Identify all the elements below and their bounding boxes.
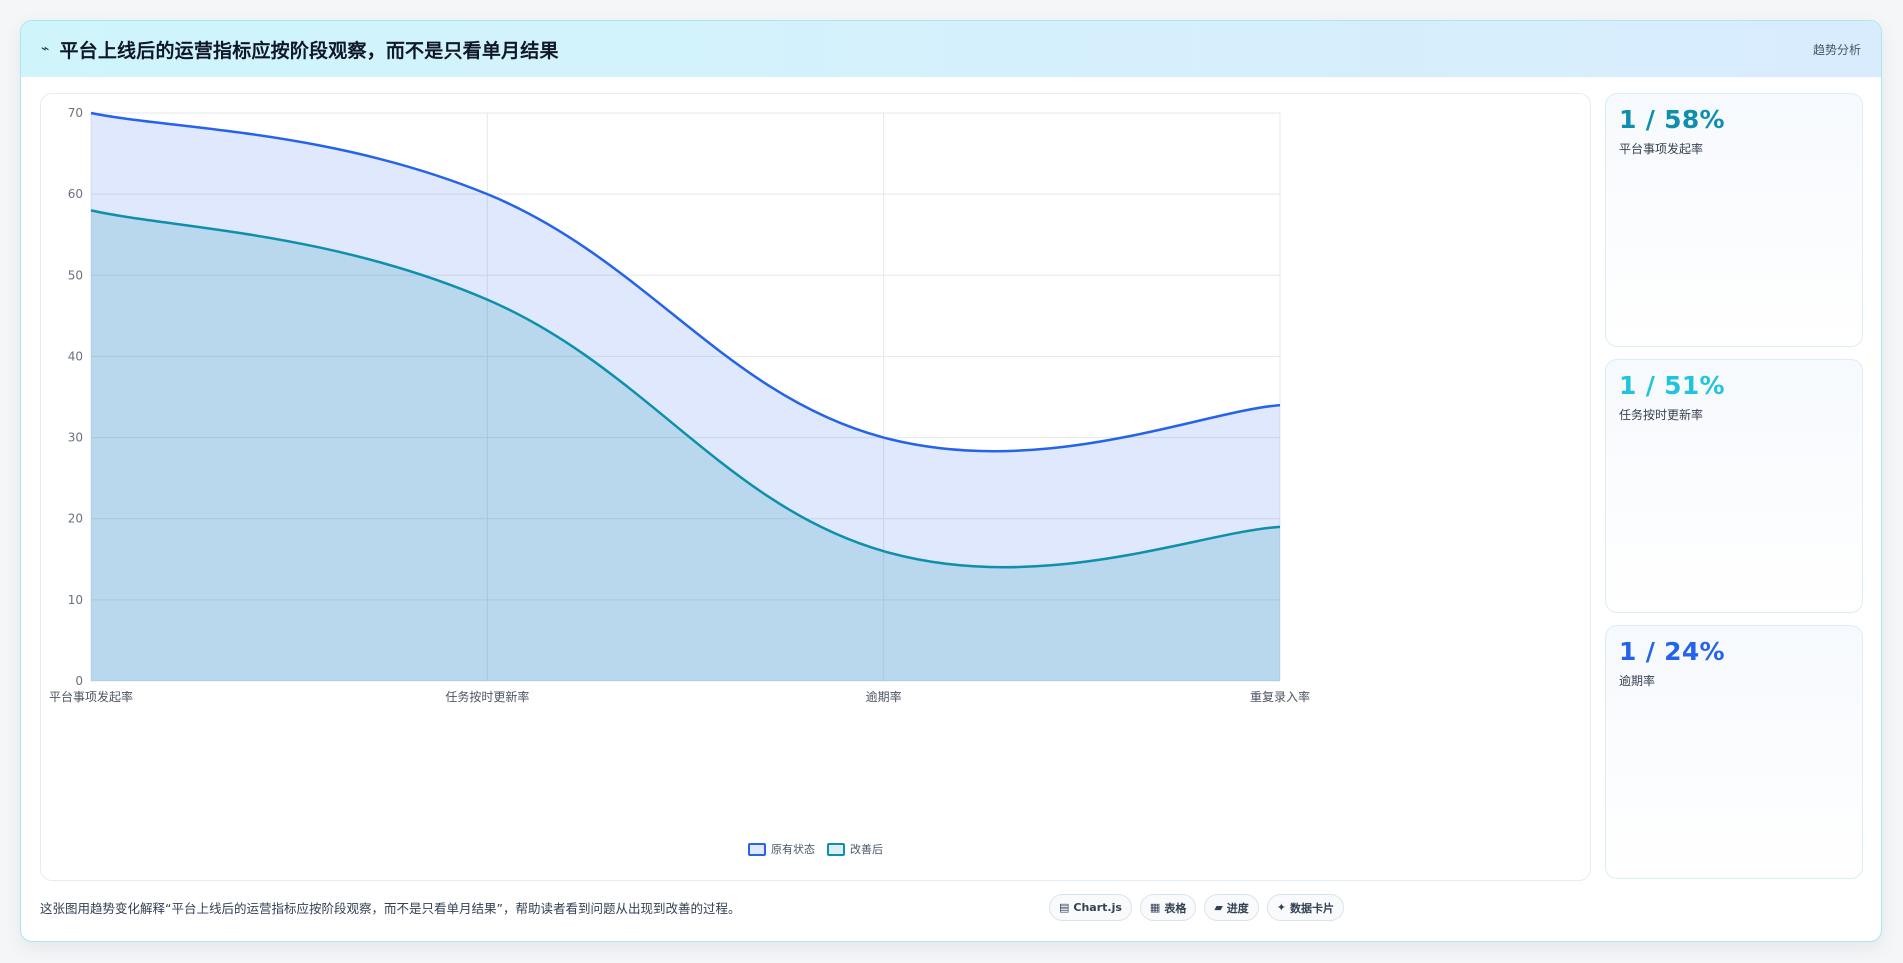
header-tag: 趋势分析	[1812, 42, 1861, 57]
x-tick-label: 平台事项发起率	[49, 689, 133, 704]
stat-card-initiation-rate: 1 / 58% 平台事项发起率	[1605, 93, 1863, 347]
y-tick-label: 30	[68, 431, 83, 445]
chip-chartjs[interactable]: ▤ Chart.js	[1049, 894, 1132, 921]
y-tick-label: 60	[68, 187, 83, 201]
dashboard-card: ⌁ 平台上线后的运营指标应按阶段观察，而不是只看单月结果 趋势分析 0 10 20 3…	[20, 20, 1882, 942]
stat-card-update-rate: 1 / 51% 任务按时更新率	[1605, 359, 1863, 613]
y-tick-label: 50	[68, 268, 83, 282]
y-tick-label: 10	[68, 593, 83, 607]
stat-label: 平台事项发起率	[1619, 141, 1704, 156]
stat-value: 1 / 58%	[1619, 105, 1725, 134]
page-title: 平台上线后的运营指标应按阶段观察，而不是只看单月结果	[59, 39, 559, 62]
series-line-improved	[90, 209, 1281, 569]
chip-progress[interactable]: ▰ 进度	[1204, 894, 1259, 921]
card-header: ⌁ 平台上线后的运营指标应按阶段观察，而不是只看单月结果 趋势分析	[21, 21, 1881, 77]
header-left: ⌁ 平台上线后的运营指标应按阶段观察，而不是只看单月结果	[41, 36, 559, 63]
data-card-icon: ✦	[1276, 901, 1287, 914]
x-tick-label: 逾期率	[866, 689, 902, 704]
stat-label: 逾期率	[1619, 673, 1656, 688]
chip-label: 数据卡片	[1290, 901, 1335, 915]
y-tick-label: 20	[68, 512, 83, 526]
chip-label: 表格	[1164, 901, 1187, 915]
chip-table[interactable]: ▦ 表格	[1139, 894, 1197, 921]
series-area-original	[91, 113, 1280, 681]
y-tick-label: 40	[68, 349, 83, 363]
series-area-improved	[91, 210, 1280, 681]
table-icon: ▦	[1149, 901, 1161, 914]
chart-description: 这张图用趋势变化解释“平台上线后的运营指标应按阶段观察，而不是只看单月结果”，帮…	[40, 901, 741, 916]
progress-icon: ▰	[1214, 901, 1223, 914]
area-chart: 0 10 20 30 40 50 60 70 平台事项发起率 任务按时更新率 逾期率 重复录入率	[49, 106, 1310, 704]
stat-value: 1 / 51%	[1619, 371, 1725, 400]
series-line-original	[90, 111, 1281, 453]
y-tick-label: 70	[68, 106, 83, 120]
chart-line-icon: ⌁	[41, 41, 50, 57]
chip-label: Chart.js	[1073, 901, 1122, 914]
x-tick-label: 任务按时更新率	[445, 689, 529, 704]
footer-chips: ▤ Chart.js ▦ 表格 ▰ 进度 ✦ 数据卡片	[1049, 894, 1345, 921]
stat-card-overdue-rate: 1 / 24% 逾期率	[1605, 625, 1863, 879]
chart-panel: 0 10 20 30 40 50 60 70 平台事项发起率 任务按时更新率 逾期率 重复录入率 原有…	[40, 93, 1591, 881]
chip-data-card[interactable]: ✦ 数据卡片	[1266, 894, 1345, 921]
x-tick-label: 重复录入率	[1250, 689, 1310, 704]
chip-label: 进度	[1226, 901, 1249, 915]
y-tick-label: 0	[75, 674, 83, 688]
stat-value: 1 / 24%	[1619, 637, 1725, 666]
chartjs-icon: ▤	[1059, 901, 1070, 914]
stat-label: 任务按时更新率	[1619, 407, 1704, 422]
